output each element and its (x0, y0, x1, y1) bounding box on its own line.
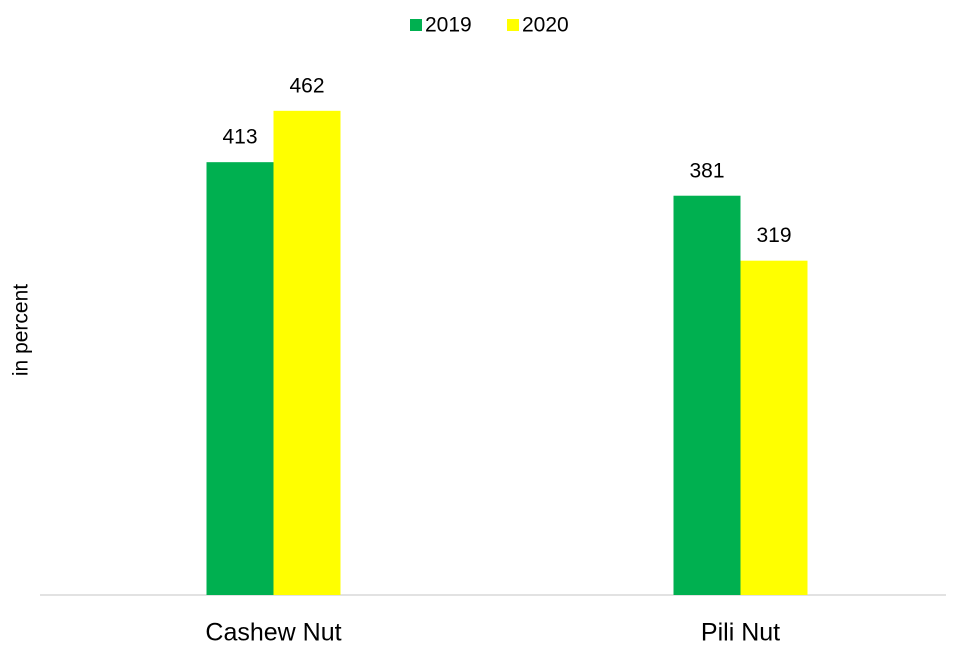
x-tick-label: Cashew Nut (205, 619, 341, 646)
legend-label: 2019 (425, 14, 472, 37)
bar (740, 260, 808, 595)
data-label: 319 (756, 224, 791, 247)
x-tick-label: Pili Nut (701, 619, 780, 646)
legend-swatch (507, 19, 519, 31)
bar (673, 195, 741, 595)
data-label: 381 (689, 159, 724, 182)
legend-swatch (410, 19, 422, 31)
data-label: 462 (289, 74, 324, 97)
y-axis-label: in percent (10, 284, 33, 376)
data-label: 413 (222, 126, 257, 149)
bar (206, 162, 274, 595)
bar (273, 110, 341, 595)
legend-label: 2020 (522, 14, 569, 37)
